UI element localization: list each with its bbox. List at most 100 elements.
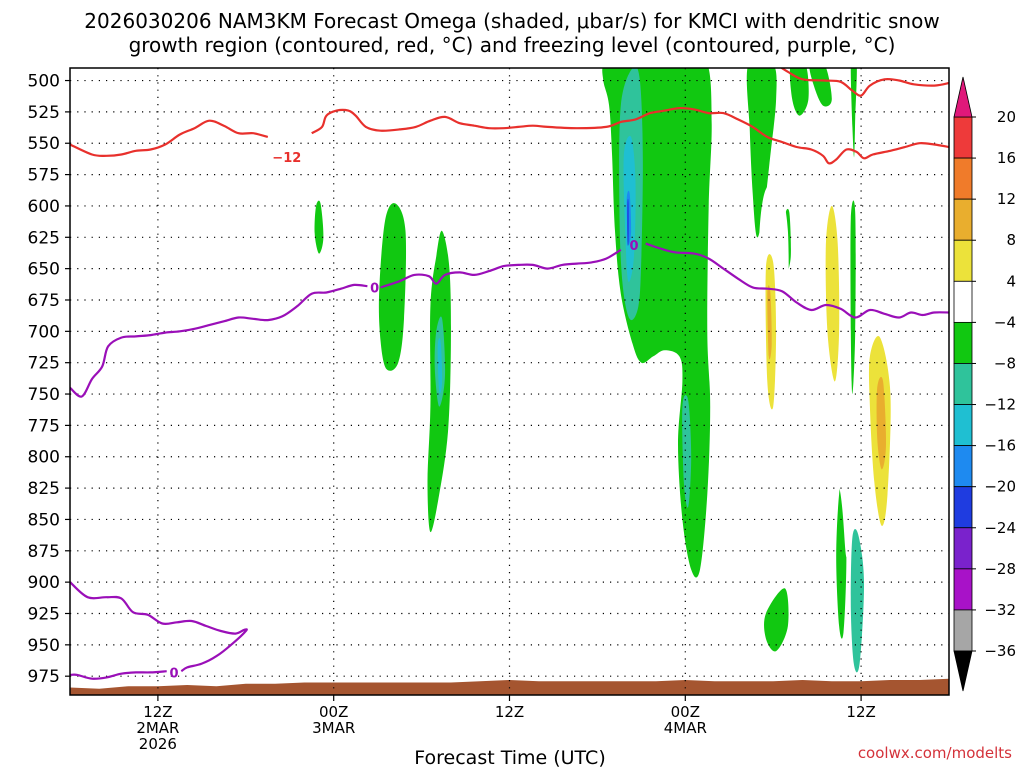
colorbar-label-5: −4 xyxy=(994,313,1016,331)
omega-region-descent-hr31 xyxy=(544,504,551,559)
plot-area: −12 0 0 0 xyxy=(69,67,950,696)
y-tick-label-500: 500 xyxy=(28,72,60,92)
colorbar-bin-0 xyxy=(953,116,973,159)
dendritic-contour-segment-2 xyxy=(779,68,949,97)
omega-region-descent-hr1-low xyxy=(75,331,91,395)
x-tick-label-42-0: 00Z xyxy=(671,703,700,721)
x-tick-label-18-0: 00Z xyxy=(319,703,348,721)
colorbar-label-10: −24 xyxy=(984,519,1016,537)
omega-region-ascent-hr54-low xyxy=(850,200,856,394)
y-tick-label-850: 850 xyxy=(28,510,60,530)
y-axis: 500 525 550 575 600 625 650 675 700 725 750 775 800 8… xyxy=(28,72,70,687)
omega-region-descent-hr55-max xyxy=(876,376,887,470)
colorbar-bin-11 xyxy=(953,568,973,611)
x-tick-label-6-0: 12Z xyxy=(143,703,172,721)
colorbar-bin-9 xyxy=(953,486,973,529)
freezing-contour-segment-2 xyxy=(645,242,949,319)
colorbar-label-6: −8 xyxy=(994,354,1016,372)
x-axis-title: Forecast Time (UTC) xyxy=(414,747,605,768)
freezing-contour-label: 0 xyxy=(370,281,379,296)
freezing-contour-segment-0 xyxy=(70,283,368,398)
colorbar-bin-7 xyxy=(953,404,973,447)
omega-region-descent-hr52-core xyxy=(825,205,840,382)
colorbar-label-1: 16 xyxy=(997,149,1016,167)
omega-region-ascent-hr21 xyxy=(378,203,407,371)
y-tick-label-825: 825 xyxy=(28,479,60,499)
y-tick-label-675: 675 xyxy=(28,291,60,311)
dendritic-contour-segment-0 xyxy=(70,119,269,157)
omega-shading xyxy=(75,68,938,673)
y-tick-label-525: 525 xyxy=(28,103,60,123)
y-tick-label-750: 750 xyxy=(28,385,60,405)
contour-labels: −12 0 0 0 xyxy=(169,151,638,681)
omega-region-descent-hr45-mid xyxy=(726,258,733,349)
omega-region-descent-hr59 xyxy=(929,516,938,578)
x-tick-label-6-2: 2026 xyxy=(139,735,177,753)
y-tick-label-700: 700 xyxy=(28,322,60,342)
colorbar-label-7: −12 xyxy=(984,396,1016,414)
chart-title-line1: 2026030206 NAM3KM Forecast Omega (shaded… xyxy=(84,9,939,33)
colorbar-bottom-arrow xyxy=(953,650,973,692)
colorbar: 20 16 12 8 4 −4 −8 −12 −16 −20 −24 −28 −32 −36 xyxy=(953,76,1016,692)
colorbar-bin-6 xyxy=(953,363,973,405)
omega-region-ascent-hr51-top xyxy=(809,68,832,107)
omega-region-ascent-hr41-low xyxy=(682,394,692,508)
gridlines xyxy=(70,68,949,695)
x-tick-label-18-1: 3MAR xyxy=(312,719,355,737)
x-tick-label-54-0: 12Z xyxy=(846,703,875,721)
x-tick-label-30-0: 12Z xyxy=(495,703,524,721)
colorbar-top-arrow xyxy=(953,76,973,118)
colorbar-bin-4 xyxy=(953,280,973,323)
x-tick-label-6-1: 2MAR xyxy=(136,719,179,737)
freezing-contour-label-low: 0 xyxy=(169,666,178,681)
chart-title-line2: growth region (contoured, red, °C) and f… xyxy=(129,33,896,57)
omega-region-descent-hr54-upper xyxy=(862,68,900,604)
credit-text: coolwx.com/modelts xyxy=(858,744,1012,762)
y-tick-label-650: 650 xyxy=(28,260,60,280)
colorbar-bin-8 xyxy=(953,445,973,488)
freezing-contour-segment-3 xyxy=(70,581,248,673)
y-tick-label-550: 550 xyxy=(28,134,60,154)
colorbar-bin-3 xyxy=(953,239,973,282)
colorbar-label-2: 12 xyxy=(997,190,1016,208)
colorbar-bin-1 xyxy=(953,157,973,200)
y-tick-label-775: 775 xyxy=(28,416,60,436)
terrain-fill xyxy=(70,678,949,695)
plot-background xyxy=(70,68,949,695)
omega-region-ascent-hr47 xyxy=(746,68,777,238)
y-tick-label-950: 950 xyxy=(28,636,60,656)
colorbar-label-8: −16 xyxy=(984,437,1016,455)
omega-region-ascent-hr50-sfc xyxy=(764,588,789,652)
y-tick-label-975: 975 xyxy=(28,667,60,687)
omega-region-descent-hr57 xyxy=(903,263,912,369)
colorbar-label-3: 8 xyxy=(1006,231,1016,249)
colorbar-bin-10 xyxy=(953,527,973,570)
colorbar-label-12: −32 xyxy=(984,601,1016,619)
colorbar-label-13: −36 xyxy=(984,642,1016,660)
colorbar-label-0: 20 xyxy=(997,108,1016,126)
y-tick-label-575: 575 xyxy=(28,166,60,186)
y-tick-label-600: 600 xyxy=(28,197,60,217)
contour-lines xyxy=(70,68,949,680)
omega-region-descent-hr45-sfc xyxy=(731,466,738,507)
omega-region-descent-hr50 xyxy=(806,477,816,603)
y-tick-label-900: 900 xyxy=(28,573,60,593)
dendritic-contour-label: −12 xyxy=(272,151,301,166)
terrain-layer xyxy=(70,678,949,695)
omega-region-descent-hr11-sfc xyxy=(227,604,239,637)
y-tick-label-725: 725 xyxy=(28,354,60,374)
omega-region-ascent-hr25-inner xyxy=(437,338,443,394)
freezing-contour-label-east: 0 xyxy=(629,239,638,254)
colorbar-bin-5 xyxy=(953,321,973,364)
colorbar-label-9: −20 xyxy=(984,478,1016,496)
colorbar-bin-2 xyxy=(953,198,973,241)
omega-region-ascent-hr17-small xyxy=(314,200,324,254)
freezing-contour-segment-1 xyxy=(380,248,622,289)
x-tick-label-42-1: 4MAR xyxy=(664,719,707,737)
freezing-contour-segment-4 xyxy=(70,670,167,680)
omega-region-ascent-hr38-max xyxy=(627,198,629,246)
y-tick-label-625: 625 xyxy=(28,228,60,248)
dendritic-contour-segment-1 xyxy=(311,106,949,165)
